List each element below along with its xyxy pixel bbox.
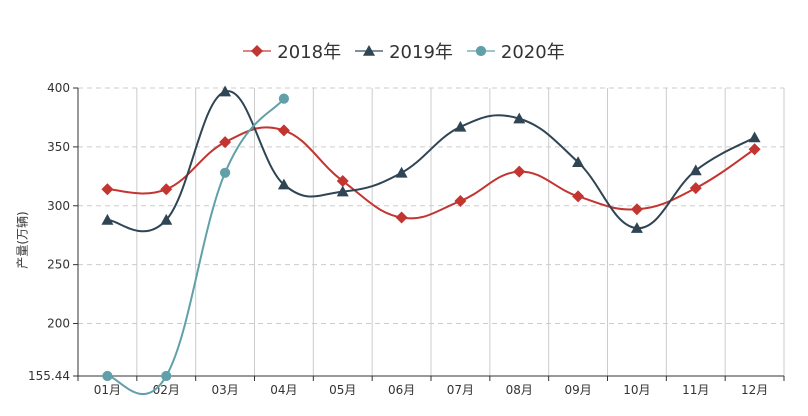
y-tick-label: 400 bbox=[47, 81, 70, 95]
series-line bbox=[107, 90, 756, 233]
legend-item-2020年[interactable]: 2020年 bbox=[466, 38, 565, 64]
data-point[interactable] bbox=[160, 213, 173, 225]
x-tick-label: 04月 bbox=[270, 383, 297, 397]
x-tick-label: 10月 bbox=[623, 383, 650, 397]
data-point[interactable] bbox=[336, 185, 349, 197]
legend-item-2019年[interactable]: 2019年 bbox=[355, 38, 453, 64]
data-point[interactable] bbox=[454, 120, 467, 132]
data-point[interactable] bbox=[630, 203, 643, 216]
data-point[interactable] bbox=[219, 136, 232, 149]
legend-item-2018年[interactable]: 2018年 bbox=[243, 38, 341, 64]
triangle-marker-icon bbox=[355, 45, 384, 56]
x-tick-label: 09月 bbox=[564, 383, 591, 397]
x-tick-label: 08月 bbox=[506, 383, 533, 397]
y-tick-label: 350 bbox=[47, 140, 70, 154]
data-point[interactable] bbox=[395, 211, 408, 224]
legend-label: 2018年 bbox=[277, 42, 342, 63]
data-point[interactable] bbox=[572, 156, 585, 167]
data-point[interactable] bbox=[513, 165, 526, 178]
data-point[interactable] bbox=[572, 190, 585, 203]
circle-marker-icon bbox=[466, 45, 495, 57]
x-tick-label: 02月 bbox=[153, 383, 180, 397]
x-tick-label: 05月 bbox=[329, 383, 356, 397]
x-tick-label: 06月 bbox=[388, 383, 415, 397]
data-point[interactable] bbox=[689, 164, 702, 176]
series-line bbox=[107, 97, 285, 395]
series-2018年[interactable] bbox=[101, 124, 761, 224]
data-point[interactable] bbox=[336, 175, 349, 188]
series-2020年[interactable] bbox=[102, 93, 290, 395]
x-tick-label: 12月 bbox=[741, 383, 768, 397]
legend: 2018年 2019年 2020年 bbox=[0, 38, 808, 64]
data-point[interactable] bbox=[161, 370, 172, 382]
data-point[interactable] bbox=[395, 166, 408, 178]
data-point[interactable] bbox=[219, 85, 232, 97]
data-point[interactable] bbox=[101, 183, 114, 196]
y-tick-label: 155.44 bbox=[28, 369, 70, 383]
data-point[interactable] bbox=[277, 124, 290, 137]
y-tick-label: 300 bbox=[47, 199, 70, 213]
diamond-marker-icon bbox=[243, 45, 272, 57]
legend-label: 2020年 bbox=[500, 42, 565, 63]
x-tick-label: 11月 bbox=[682, 383, 709, 397]
data-point[interactable] bbox=[748, 131, 761, 143]
data-point[interactable] bbox=[278, 93, 290, 104]
y-tick-label: 250 bbox=[47, 258, 70, 272]
data-point[interactable] bbox=[277, 178, 290, 190]
data-point[interactable] bbox=[160, 183, 173, 196]
data-point[interactable] bbox=[454, 195, 467, 208]
x-tick-label: 01月 bbox=[94, 383, 121, 397]
data-point[interactable] bbox=[513, 112, 526, 124]
data-point[interactable] bbox=[101, 213, 114, 225]
data-point[interactable] bbox=[102, 370, 113, 382]
data-point[interactable] bbox=[689, 182, 702, 195]
x-tick-label: 07月 bbox=[447, 383, 474, 397]
y-tick-label: 200 bbox=[47, 317, 70, 331]
series-2019年[interactable] bbox=[101, 85, 761, 233]
legend-label: 2019年 bbox=[389, 42, 453, 63]
data-point[interactable] bbox=[748, 143, 761, 156]
data-point[interactable] bbox=[630, 222, 643, 233]
data-point[interactable] bbox=[219, 167, 231, 178]
x-tick-label: 03月 bbox=[211, 383, 238, 397]
